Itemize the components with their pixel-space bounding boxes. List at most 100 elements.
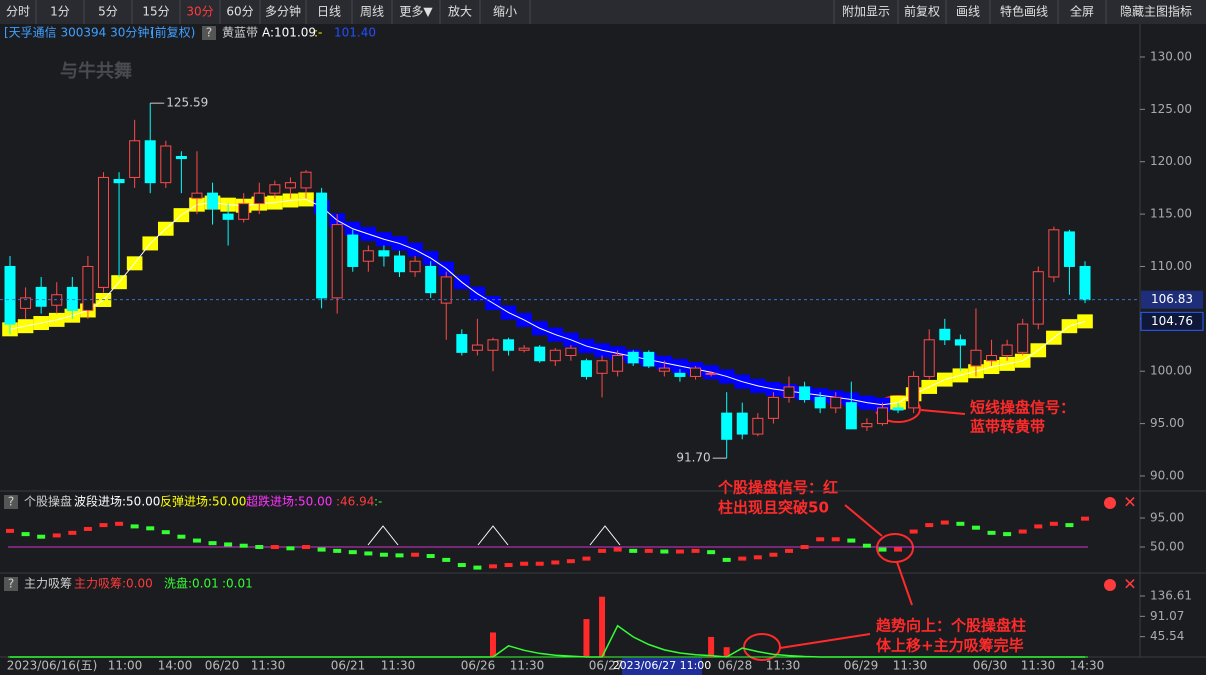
candle-body (20, 297, 32, 309)
signal-bar (37, 534, 46, 539)
toolbar-button[interactable]: 缩小 (493, 4, 517, 19)
toolbar-button[interactable]: 30分 (186, 5, 213, 19)
annotation: 趋势向上：个股操盘柱 (876, 617, 1026, 635)
candle-body (549, 349, 561, 362)
annotation: 个股操盘信号：红 (717, 479, 838, 497)
candle-body (300, 171, 312, 189)
sep: :- (314, 26, 322, 40)
help[interactable]: ? (8, 495, 14, 509)
toolbar-button[interactable]: 多分钟 (265, 4, 301, 19)
signal-bar (598, 548, 607, 553)
signal-bar (364, 551, 373, 556)
candle-body (160, 145, 172, 184)
signal-bar (161, 530, 170, 535)
legend: :- (374, 495, 382, 509)
y-tick-label: 95.00 (1150, 416, 1184, 430)
signal-bar (1003, 532, 1012, 537)
candle-body (627, 351, 639, 364)
toolbar-button[interactable]: 日线 (317, 5, 341, 19)
signal-bar (115, 521, 124, 526)
candle-body (580, 360, 592, 377)
panel-name: 主力吸筹 (24, 577, 72, 591)
absorb-bar (599, 596, 606, 657)
signal-bar (333, 548, 342, 553)
signal-bar (1065, 523, 1074, 528)
candle-body (876, 407, 888, 425)
x-tick-label: 14:30 (1070, 659, 1105, 673)
candle-body (175, 155, 187, 160)
candle-body (534, 346, 546, 362)
toolbar-button[interactable]: 特色画线 (1000, 4, 1048, 19)
signal-bar (831, 537, 840, 542)
legend: 洗盘:0.01 (164, 576, 219, 591)
candle-body (643, 351, 655, 367)
x-highlight-box (622, 658, 702, 675)
signal-bar (769, 552, 778, 557)
candle-body (674, 372, 686, 377)
signal-bar (286, 546, 295, 551)
candle-body (425, 265, 437, 294)
signal-bar (224, 542, 233, 547)
signal-bar (535, 561, 544, 566)
signal-bar (457, 563, 466, 568)
candle-body (1079, 265, 1091, 301)
candle-body (830, 396, 842, 409)
x-tick-label: 06/29 (844, 659, 879, 673)
annotation: 短线操盘信号： (970, 399, 1075, 417)
x-tick-label: 14:00 (158, 659, 193, 673)
signal-bar (473, 565, 482, 570)
signal-bar (816, 537, 825, 542)
toolbar-button[interactable]: 全屏 (1070, 4, 1094, 19)
toolbar-button[interactable]: 隐藏主图指标 (1120, 4, 1192, 19)
candle-body (565, 347, 577, 357)
candle-body (191, 192, 203, 199)
legend: 波段进场:50.00 (74, 494, 160, 509)
toolbar-button[interactable]: 周线 (360, 5, 384, 19)
signal-bar (894, 547, 903, 552)
signal-bar (426, 554, 435, 559)
candle-body (892, 407, 904, 411)
x-tick-label: 06/28 (718, 659, 753, 673)
help[interactable]: ? (206, 26, 212, 40)
help[interactable]: ? (8, 577, 14, 591)
absorb-bar (723, 647, 730, 657)
toolbar-button[interactable]: 1分 (50, 5, 70, 19)
toolbar-button[interactable]: 更多▼ (399, 5, 433, 19)
candle-body (284, 182, 296, 189)
toolbar (0, 0, 1206, 24)
signal-bar (177, 534, 186, 539)
toolbar-button[interactable]: 15分 (142, 5, 169, 19)
x-tick-label: 06/21 (331, 659, 366, 673)
candle-body (503, 339, 515, 351)
toolbar-button[interactable]: 附加显示 (842, 5, 890, 19)
absorb-bar (489, 632, 496, 657)
adjust: (前复权) (150, 25, 195, 40)
toolbar-button[interactable]: 分时 (6, 5, 30, 19)
toolbar-button[interactable]: 前复权 (904, 4, 940, 19)
signal-bar (146, 526, 155, 531)
x-tick-label: 11:30 (766, 659, 801, 673)
panel-icons: ✕ ✕ (1104, 493, 1137, 594)
signal-bar (130, 524, 139, 529)
toolbar-button[interactable]: 5分 (98, 5, 118, 19)
signal-bar (488, 564, 497, 569)
candle-body (814, 396, 826, 409)
candle-body (861, 423, 873, 428)
candle-body (487, 339, 499, 351)
candle-body (97, 176, 109, 288)
annotation: 柱出现且突破50 (718, 499, 829, 517)
toolbar-button[interactable]: 画线 (956, 5, 980, 19)
candle-body (316, 192, 328, 299)
y-tick-label: 120.00 (1150, 154, 1192, 168)
candle-body (783, 386, 795, 398)
toolbar-button[interactable]: 60分 (226, 5, 253, 19)
signal-bar (317, 547, 326, 552)
y-tick-label: 125.00 (1150, 102, 1192, 116)
signal-bar (738, 556, 747, 561)
legend: 超跌进场:50.00 (246, 494, 332, 509)
candle-body (923, 339, 935, 377)
signal-bar (987, 530, 996, 535)
candle-body (612, 355, 624, 372)
toolbar-button[interactable]: 放大 (448, 4, 472, 19)
